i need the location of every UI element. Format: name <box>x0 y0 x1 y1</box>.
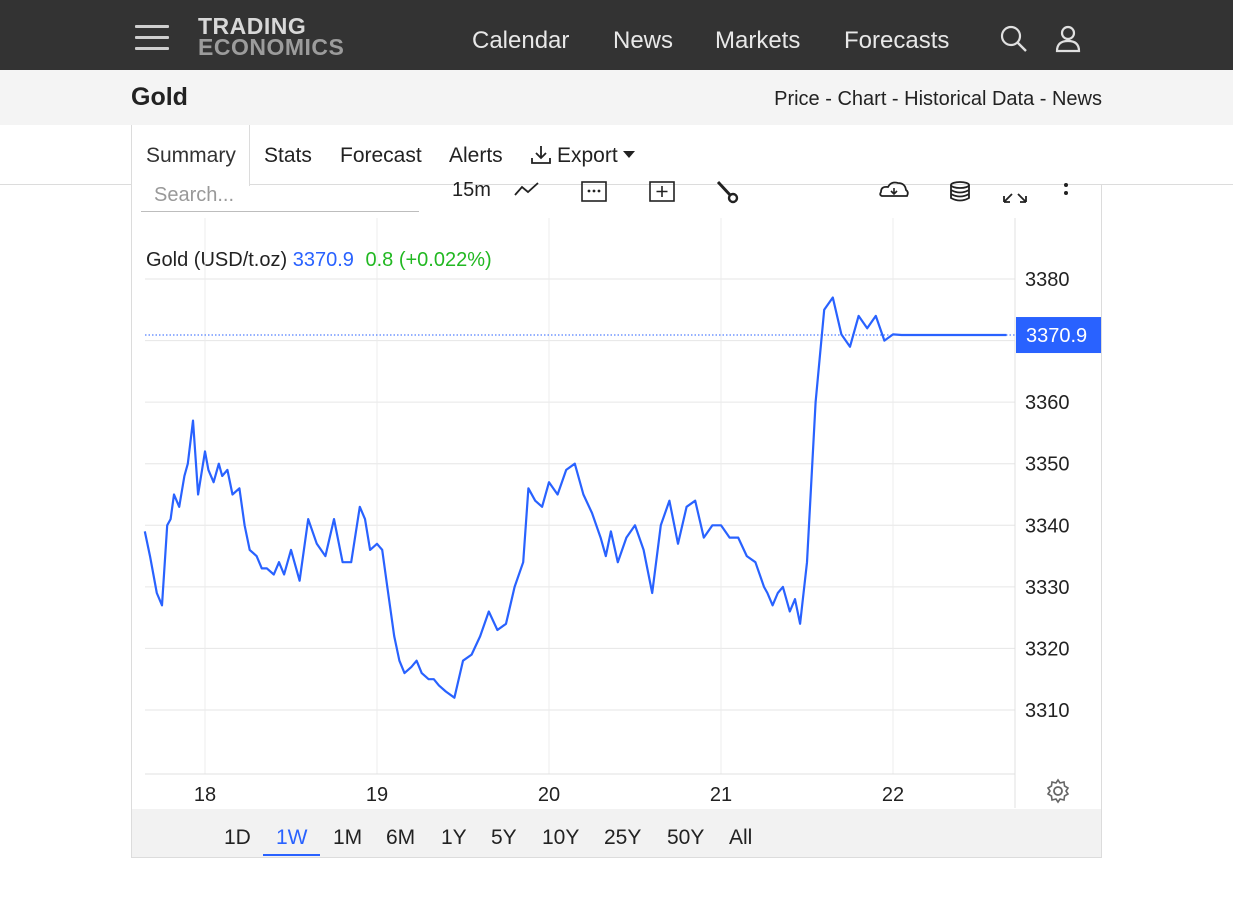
range-10y[interactable]: 10Y <box>542 826 580 849</box>
chart-legend: Gold (USD/t.oz) 3370.9 0.8 (+0.022%) <box>146 249 492 272</box>
x-tick-label: 21 <box>710 784 732 806</box>
legend-name: Gold (USD/t.oz) <box>146 249 288 271</box>
y-tick-label: 3350 <box>1025 454 1070 476</box>
range-5y[interactable]: 5Y <box>491 826 517 849</box>
range-1d[interactable]: 1D <box>224 826 251 849</box>
tab-active-indicator <box>131 125 250 186</box>
tab-summary[interactable]: Summary <box>146 144 236 167</box>
link-price[interactable]: Price <box>774 88 820 110</box>
y-tick-label: 3310 <box>1025 700 1070 722</box>
x-tick-label: 18 <box>194 784 216 806</box>
calendar-icon[interactable] <box>580 178 608 204</box>
gold-price-line <box>143 296 1007 699</box>
interval-selector[interactable]: 15m <box>452 179 491 201</box>
chart-type-icon[interactable] <box>513 178 541 202</box>
range-1y[interactable]: 1Y <box>441 826 467 849</box>
tab-export[interactable]: Export <box>557 144 618 167</box>
logo-line-1: TRADING <box>198 13 307 39</box>
nav-calendar[interactable]: Calendar <box>472 27 570 54</box>
y-tick-label: 3360 <box>1025 392 1070 414</box>
database-icon[interactable] <box>947 178 973 204</box>
nav-forecasts[interactable]: Forecasts <box>844 27 950 54</box>
range-bar <box>132 809 1101 857</box>
y-tick-label: 3320 <box>1025 638 1070 660</box>
y-tick-label: 3380 <box>1025 269 1070 291</box>
link-separator: - <box>886 88 905 110</box>
instrument-links: Price - Chart - Historical Data - News <box>774 88 1102 111</box>
link-separator: - <box>819 88 838 110</box>
active-range-underline <box>263 854 320 856</box>
user-icon[interactable] <box>1053 24 1083 54</box>
wrench-icon[interactable] <box>713 178 741 204</box>
link-separator: - <box>1034 88 1052 110</box>
nav-news[interactable]: News <box>613 27 674 54</box>
tab-forecast[interactable]: Forecast <box>340 144 422 167</box>
range-all[interactable]: All <box>729 826 753 849</box>
x-tick-label: 20 <box>538 784 560 806</box>
logo[interactable]: TRADING ECONOMICS <box>198 13 345 60</box>
link-historical-data[interactable]: Historical Data <box>904 88 1035 110</box>
settings-gear-icon[interactable] <box>1045 778 1071 804</box>
top-navbar: TRADING ECONOMICS Calendar News Markets … <box>0 0 1233 70</box>
link-news[interactable]: News <box>1051 88 1102 110</box>
range-50y[interactable]: 50Y <box>667 826 705 849</box>
legend-price: 3370.9 <box>292 249 354 271</box>
fullscreen-icon[interactable] <box>1000 178 1030 206</box>
symbol-search-input[interactable]: Search... <box>141 182 419 212</box>
download-icon[interactable] <box>530 144 552 166</box>
subheader <box>0 70 1233 125</box>
tab-alerts[interactable]: Alerts <box>449 144 503 167</box>
nav-markets[interactable]: Markets <box>715 27 801 54</box>
more-options-icon[interactable] <box>1060 178 1072 204</box>
tabs-bar <box>0 125 1233 185</box>
cloud-download-icon[interactable] <box>877 178 911 204</box>
y-tick-label: 3340 <box>1025 515 1070 537</box>
link-chart[interactable]: Chart <box>837 88 887 110</box>
x-tick-label: 19 <box>366 784 388 806</box>
y-tick-label: 3330 <box>1025 577 1070 599</box>
chart-panel <box>131 185 1102 858</box>
caret-down-icon[interactable] <box>622 150 636 159</box>
legend-change: 0.8 (+0.022%) <box>365 249 492 271</box>
logo-line-2: ECONOMICS <box>198 34 345 60</box>
menu-icon[interactable] <box>135 25 169 51</box>
range-1m[interactable]: 1M <box>333 826 363 849</box>
range-6m[interactable]: 6M <box>386 826 416 849</box>
search-icon[interactable] <box>999 24 1029 54</box>
range-25y[interactable]: 25Y <box>604 826 642 849</box>
tab-stats[interactable]: Stats <box>264 144 312 167</box>
x-tick-label: 22 <box>882 784 904 806</box>
last-price-label: 3370.9 <box>1026 325 1087 347</box>
last-price-badge <box>1016 317 1101 354</box>
add-indicator-icon[interactable] <box>648 178 676 204</box>
page-title: Gold <box>131 83 188 111</box>
range-1w[interactable]: 1W <box>276 826 308 849</box>
